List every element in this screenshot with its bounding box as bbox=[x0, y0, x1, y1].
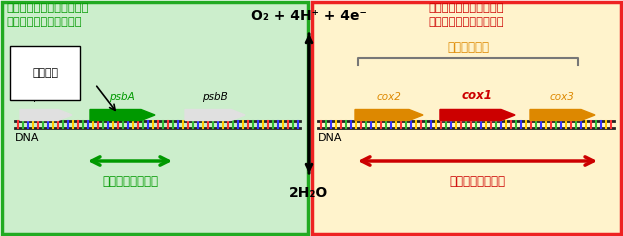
Text: DNA: DNA bbox=[318, 133, 343, 143]
Text: psbC: psbC bbox=[33, 92, 59, 102]
Text: オペロン構造: オペロン構造 bbox=[447, 41, 489, 54]
Text: 酸素発生反応：安定性重視: 酸素発生反応：安定性重視 bbox=[6, 3, 88, 13]
FancyArrow shape bbox=[440, 110, 515, 121]
FancyArrow shape bbox=[20, 110, 72, 121]
FancyArrow shape bbox=[90, 110, 155, 121]
FancyArrow shape bbox=[185, 110, 245, 121]
Text: DNA: DNA bbox=[15, 133, 39, 143]
Text: 単独発現: 単独発現 bbox=[32, 68, 58, 78]
FancyArrow shape bbox=[355, 110, 423, 121]
FancyArrow shape bbox=[530, 110, 595, 121]
Text: （好気呼吼・燃料電池）: （好気呼吼・燃料電池） bbox=[428, 17, 504, 27]
Text: 酸素還元反応：活性重視: 酸素還元反応：活性重視 bbox=[428, 3, 504, 13]
Bar bbox=[2, 2, 308, 234]
Text: cox3: cox3 bbox=[549, 92, 574, 102]
Text: psbB: psbB bbox=[202, 92, 228, 102]
Text: 2H₂O: 2H₂O bbox=[289, 186, 328, 200]
Text: 修復コスト：抑制: 修復コスト：抑制 bbox=[102, 175, 158, 188]
Text: 修復コスト：増大: 修復コスト：増大 bbox=[449, 175, 505, 188]
FancyArrow shape bbox=[440, 110, 515, 121]
Text: cox2: cox2 bbox=[376, 92, 401, 102]
Text: cox1: cox1 bbox=[462, 89, 492, 102]
Bar bbox=[312, 2, 621, 234]
Text: psbA: psbA bbox=[109, 92, 135, 102]
Text: O₂ + 4H⁺ + 4e⁻: O₂ + 4H⁺ + 4e⁻ bbox=[251, 9, 367, 23]
Text: （光合成・人工光合成）: （光合成・人工光合成） bbox=[6, 17, 82, 27]
